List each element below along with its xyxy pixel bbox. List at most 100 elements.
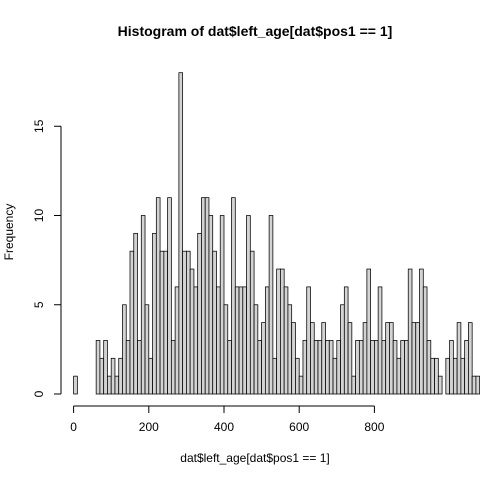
histogram-bar: [347, 322, 353, 395]
histogram-bar: [272, 357, 278, 395]
histogram-bar: [170, 340, 176, 395]
histogram-bar: [407, 268, 413, 395]
histogram-bar: [129, 250, 135, 395]
histogram-bar: [317, 340, 323, 395]
histogram-bar: [389, 322, 394, 395]
histogram-bar: [103, 340, 108, 395]
histogram-bar: [280, 268, 285, 395]
histogram-bar: [452, 357, 458, 395]
histogram-bar: [219, 215, 225, 395]
histogram-bar: [358, 340, 364, 395]
histogram-bar: [276, 268, 281, 395]
histogram-bar: [125, 340, 131, 395]
histogram-bar: [167, 197, 172, 395]
histogram-bar: [291, 322, 296, 395]
histogram-bar: [193, 286, 199, 395]
histogram-bar: [204, 197, 210, 395]
x-tick-label: 800: [364, 420, 384, 434]
histogram-bar: [234, 286, 240, 395]
histogram-bar: [223, 304, 229, 395]
histogram-bar: [268, 215, 274, 395]
histogram-bar: [460, 357, 466, 395]
x-tick-label: 400: [214, 420, 234, 434]
histogram-bar: [197, 232, 202, 395]
y-tick-label: 0: [32, 390, 46, 397]
histogram-bar: [287, 304, 293, 395]
histogram-bar: [152, 232, 157, 395]
y-axis-label: Frequency: [2, 204, 16, 261]
histogram-bar: [370, 340, 375, 395]
histogram-bar: [445, 357, 450, 395]
x-tick-label: 200: [139, 420, 159, 434]
histogram-bar: [430, 357, 435, 395]
histogram-bar: [201, 197, 206, 395]
histogram-bar: [340, 304, 345, 395]
histogram-bar: [328, 340, 334, 395]
histogram-bar: [95, 340, 101, 395]
histogram-bar: [242, 286, 247, 395]
histogram-bar: [174, 286, 180, 395]
histogram-bar: [261, 322, 266, 395]
histogram-bar: [140, 215, 146, 395]
histogram-bar: [155, 197, 161, 395]
histogram-bar: [118, 357, 123, 395]
histogram-bar: [374, 340, 379, 395]
histogram-bar: [238, 286, 244, 395]
x-tick-label: 600: [289, 420, 309, 434]
y-tick-label: 15: [32, 119, 46, 133]
chart-title: Histogram of dat$left_age[dat$pos1 == 1]: [118, 23, 393, 39]
histogram-bar: [208, 215, 214, 395]
histogram-bar: [257, 340, 262, 395]
y-axis: 0 5 10 15: [32, 119, 62, 397]
histogram-bar: [456, 322, 462, 395]
histogram-bar: [182, 250, 187, 395]
histogram-bar: [302, 340, 308, 395]
histogram-bar: [415, 322, 420, 395]
histogram-bar: [295, 357, 300, 395]
histogram-bar: [186, 250, 191, 395]
histogram-bar: [253, 304, 259, 395]
histogram-bar: [449, 340, 454, 395]
histogram-bar: [404, 340, 409, 395]
histogram-bar: [163, 250, 168, 395]
histogram-bar: [343, 286, 349, 395]
x-tick-label: 0: [70, 420, 77, 434]
histogram-bar: [264, 286, 270, 395]
histogram-bar: [426, 340, 432, 395]
y-tick-label: 5: [32, 301, 46, 308]
histogram-bar: [392, 340, 398, 395]
histogram-bar: [336, 340, 341, 395]
histogram-bar: [189, 268, 195, 395]
histogram-bar: [351, 375, 356, 395]
histogram-bar: [321, 322, 326, 395]
histogram-bar: [355, 340, 360, 395]
histogram-bar: [422, 286, 428, 395]
histogram-bar: [332, 357, 338, 395]
histogram-bar: [385, 322, 390, 395]
histogram-bar: [366, 268, 372, 395]
histogram-bar: [159, 250, 165, 395]
histogram-bar: [419, 268, 424, 395]
histogram-bar: [133, 232, 138, 395]
histogram-bar: [313, 340, 319, 395]
histogram-bar: [110, 357, 116, 395]
histogram-bar: [464, 340, 469, 395]
histogram-bar: [437, 375, 443, 395]
histogram-bar: [73, 375, 78, 395]
histogram-bar: [396, 357, 402, 395]
histogram-bar: [246, 215, 251, 395]
histogram-bar: [377, 286, 383, 395]
histogram-bar: [137, 340, 142, 395]
y-tick-label: 10: [32, 209, 46, 223]
histogram-bar: [310, 322, 315, 395]
histogram-bar: [148, 357, 153, 395]
histogram-bar: [471, 375, 477, 395]
histogram-bar: [99, 357, 105, 395]
histogram-bar: [144, 304, 150, 395]
histogram-bar: [381, 340, 387, 395]
histogram-bar: [107, 375, 112, 395]
histogram-bar: [283, 286, 289, 395]
histogram-bar: [231, 197, 236, 395]
histogram-bar: [178, 72, 184, 395]
